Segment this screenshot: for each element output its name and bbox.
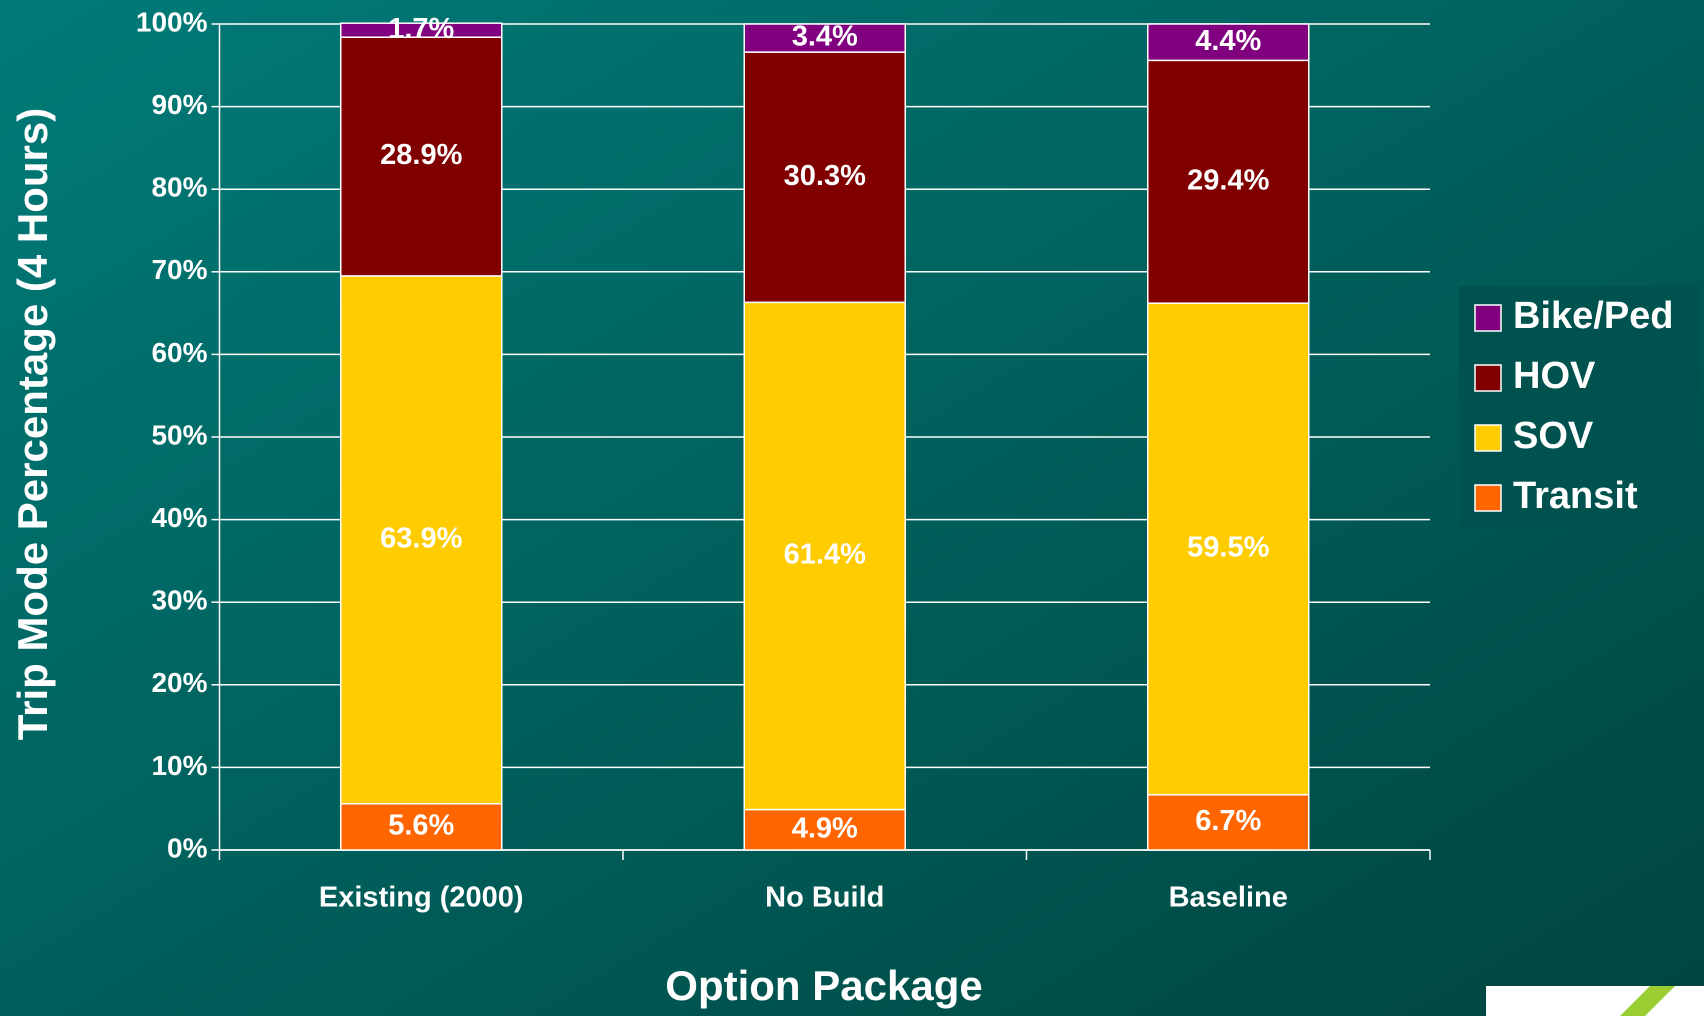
y-tick-label: 70% [151,254,207,285]
y-tick-label: 90% [151,89,207,120]
legend-label: HOV [1513,355,1596,397]
y-axis-title: Trip Mode Percentage (4 Hours) [9,108,56,740]
y-tick-label: 100% [136,6,208,37]
bar-segment [340,22,503,38]
data-label: 63.9% [380,522,462,554]
bar-segment [743,301,906,811]
logo-slash [1620,986,1675,1016]
legend-swatch [1474,364,1502,392]
data-label: 29.4% [1187,164,1269,196]
bar-segment [743,808,906,851]
y-tick-label: 0% [167,832,208,863]
legend-swatch [1474,424,1502,452]
bar-segment [340,275,503,805]
y-tick-label: 10% [151,750,207,781]
data-label: 28.9% [380,139,462,171]
bar-segment [743,51,906,304]
y-tick-label: 30% [151,585,207,616]
logo-box [1486,986,1704,1016]
legend-label: SOV [1513,415,1594,457]
data-label: 30.3% [784,160,866,192]
data-label: 6.7% [1195,805,1261,837]
x-tick-label: No Build [765,882,884,914]
y-tick-label: 50% [151,419,207,450]
bar-segment [1147,59,1310,304]
data-label: 4.9% [792,812,858,844]
bar-segment [340,36,503,277]
y-tick-label: 20% [151,667,207,698]
bar-segment [743,23,906,53]
bar-segment [1147,793,1310,851]
legend-swatch [1474,304,1502,332]
x-axis-title: Option Package [665,962,982,1009]
data-label: 4.4% [1195,25,1261,57]
x-tick-label: Baseline [1169,882,1288,914]
data-label: 61.4% [784,539,866,571]
data-label: 59.5% [1187,532,1269,564]
data-label: 1.7% [388,13,454,45]
logo [1486,986,1704,1016]
y-tick-label: 80% [151,172,207,203]
bar-segment [1147,23,1310,62]
data-label: 5.6% [388,810,454,842]
y-tick-label: 60% [151,337,207,368]
data-label: 3.4% [792,21,858,53]
x-tick-label: Existing (2000) [319,882,524,914]
legend-swatch [1474,484,1502,512]
bar-segment [1147,302,1310,796]
legend-label: Bike/Ped [1513,295,1674,337]
y-tick-label: 40% [151,502,207,533]
legend-label: Transit [1513,475,1638,517]
